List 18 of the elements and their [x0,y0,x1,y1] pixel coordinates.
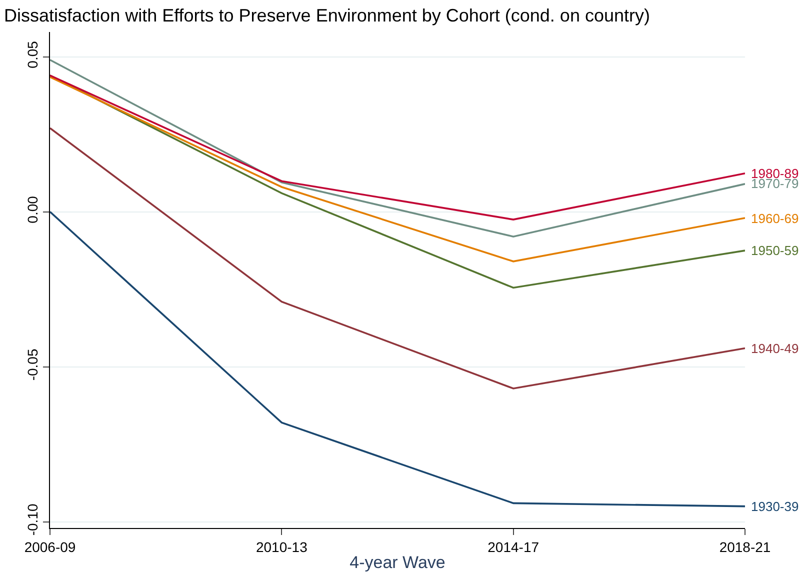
series-label: 1940-49 [751,341,799,356]
series-label: 1930-39 [751,499,799,514]
series-label: 1960-69 [751,211,799,226]
chart-title: Dissatisfaction with Efforts to Preserve Environment by Cohort (cond. on country) [4,5,650,26]
y-tick-label: -0.05 [24,348,40,381]
x-tick-label: 2018-21 [719,538,771,555]
series-label: 1950-59 [751,243,799,258]
y-tick-label: -0.10 [24,504,40,536]
y-tick-label: 0.00 [24,196,40,224]
line-series [50,210,745,508]
line-series [50,74,745,220]
line-series [50,127,745,390]
line-series [50,59,745,238]
x-tick-label: 2006-09 [24,538,76,555]
y-tick-label: 0.05 [24,40,40,68]
x-tick-label: 2014-17 [488,538,540,555]
x-tick-label: 2010-13 [256,538,308,555]
x-axis-title: 4-year Wave [350,553,446,572]
